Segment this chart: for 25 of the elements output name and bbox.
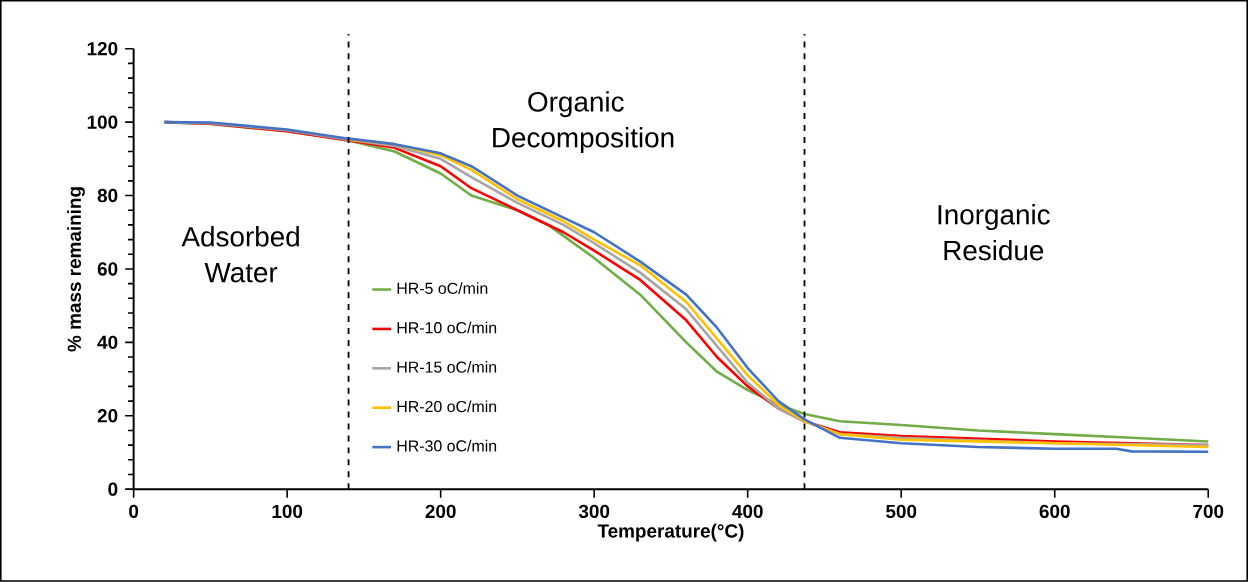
y-tick-label: 60	[97, 262, 118, 276]
y-tick-label: 120	[87, 42, 118, 56]
annotation: Organic Decomposition	[493, 91, 674, 154]
y-tick-label: 0	[108, 482, 118, 496]
x-tick-label: 0	[129, 504, 139, 519]
annotation: Inorganic Residue	[938, 204, 1050, 261]
x-tick-label: 100	[272, 504, 303, 519]
legend-label: HR-10 oC/min	[397, 321, 497, 334]
y-axis-title: % mass remaining	[67, 187, 85, 352]
y-tick-label: 20	[97, 409, 118, 423]
legend-label: HR-5 oC/min	[397, 282, 488, 295]
x-tick-label: 500	[886, 504, 917, 519]
legend-label: HR-30 oC/min	[397, 439, 497, 452]
x-tick-label: 400	[732, 504, 763, 519]
legend-label: HR-20 oC/min	[397, 400, 497, 413]
y-tick-label: 100	[87, 115, 118, 129]
x-tick-label: 300	[578, 504, 610, 519]
x-axis-title: Temperature(°C)	[597, 523, 744, 542]
x-tick-label: 600	[1039, 504, 1070, 519]
y-tick-label: 40	[97, 335, 118, 350]
y-tick-label: 80	[97, 188, 118, 203]
x-tick-label: 700	[1193, 504, 1224, 519]
legend-label: HR-15 oC/min	[397, 361, 497, 373]
x-tick-label: 200	[425, 504, 456, 519]
annotation: Adsorbed Water	[181, 226, 299, 283]
